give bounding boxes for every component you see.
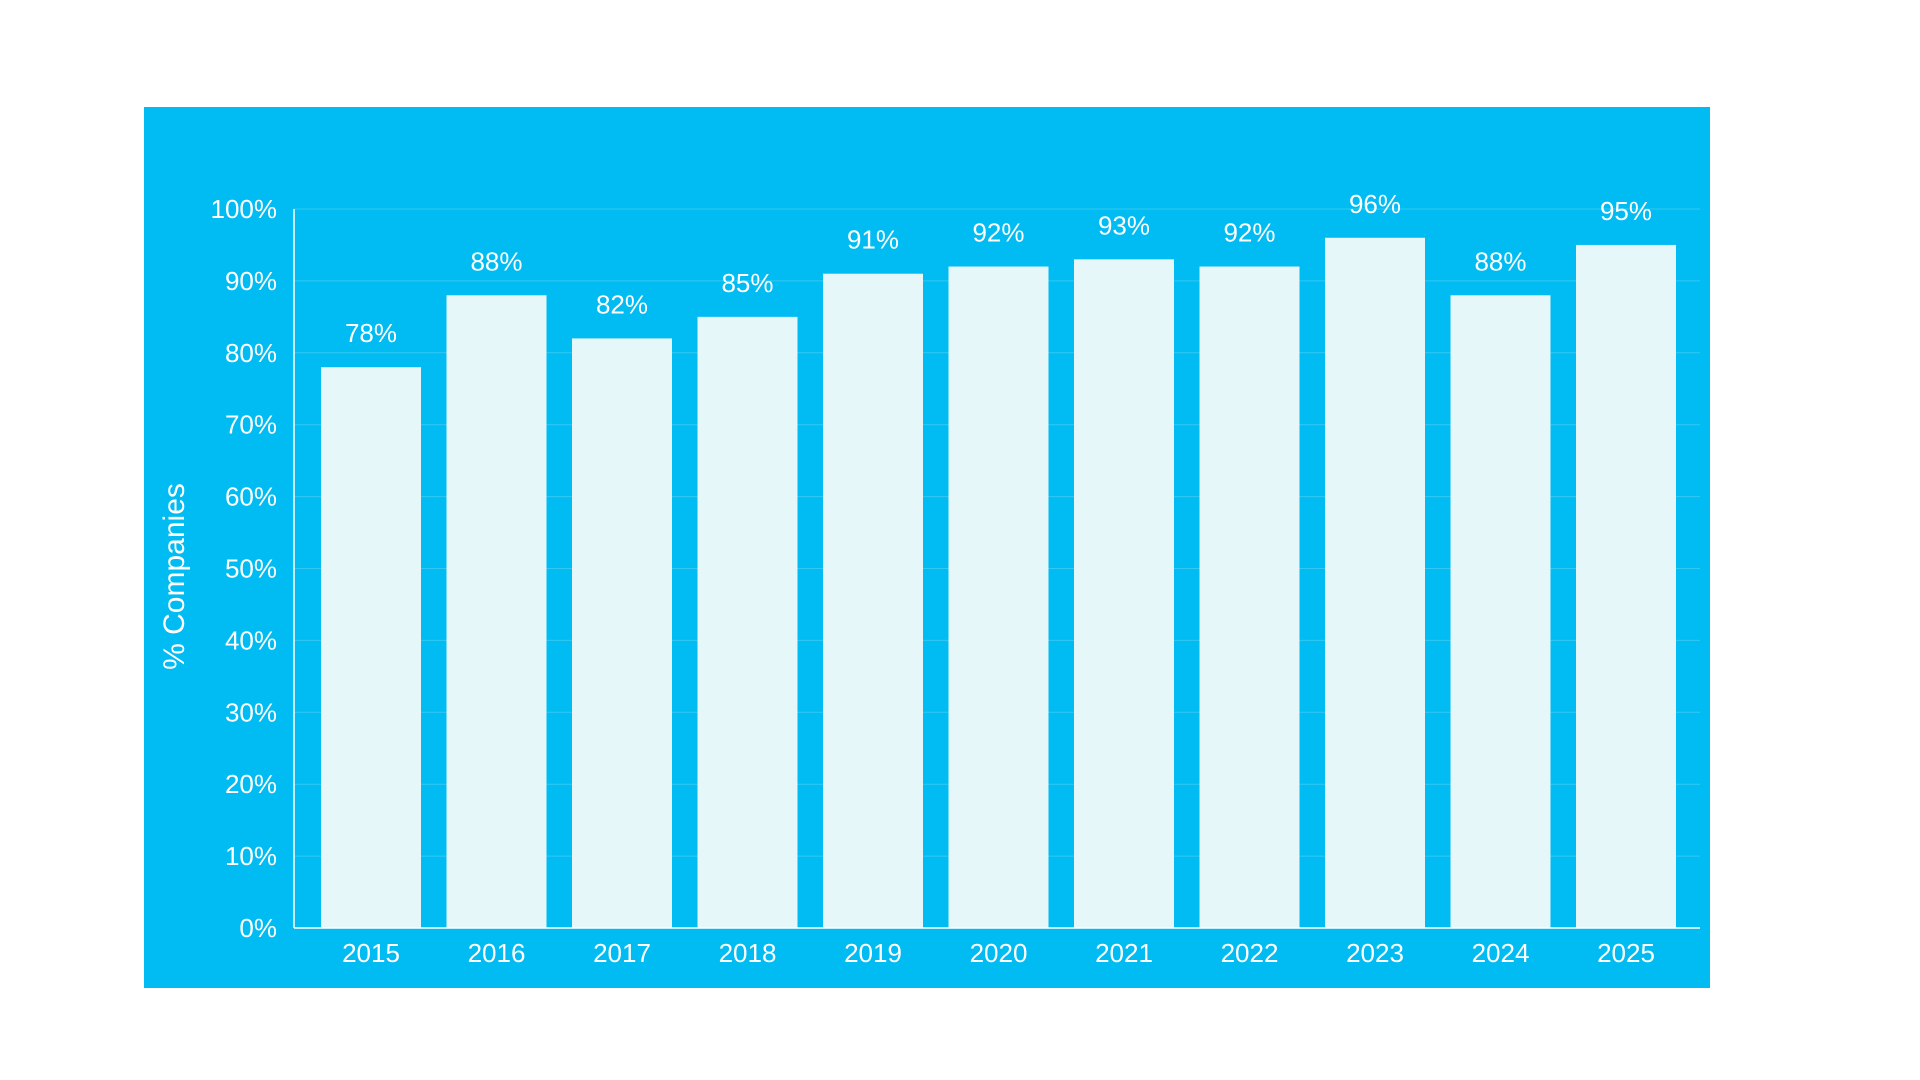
axes xyxy=(293,209,1700,929)
bar-2017 xyxy=(572,338,672,928)
y-tick-label: 90% xyxy=(225,266,277,296)
x-tick-label: 2022 xyxy=(1221,938,1279,968)
y-tick-label: 30% xyxy=(225,697,277,727)
y-tick-label: 60% xyxy=(225,482,277,512)
x-tick-label: 2021 xyxy=(1095,938,1153,968)
data-label-2025: 95% xyxy=(1600,196,1652,226)
bar-2020 xyxy=(948,266,1049,928)
bar-2021 xyxy=(1074,259,1174,928)
bar-2023 xyxy=(1325,237,1425,928)
y-tick-label: 50% xyxy=(225,554,277,584)
x-tick-label: 2017 xyxy=(593,938,651,968)
x-tick-label: 2024 xyxy=(1472,938,1530,968)
y-tick-label: 20% xyxy=(225,769,277,799)
x-tick-label: 2020 xyxy=(970,938,1028,968)
x-tick-label: 2015 xyxy=(342,938,400,968)
bar-2018 xyxy=(697,316,798,929)
x-tick-label: 2018 xyxy=(719,938,777,968)
data-label-2015: 78% xyxy=(345,318,397,348)
data-label-2024: 88% xyxy=(1474,246,1526,276)
data-label-2020: 92% xyxy=(972,218,1024,248)
y-tick-label: 70% xyxy=(225,410,277,440)
bar-2024 xyxy=(1450,295,1551,928)
data-label-2017: 82% xyxy=(596,289,648,319)
y-tick-label: 100% xyxy=(211,194,278,224)
bars xyxy=(321,237,1676,929)
data-labels: 78% 88% 82% 85% 91% 92% 93% 92% 96% 88% 95% xyxy=(345,189,1652,348)
bar-chart: 0%10%20%30%40%50%60%70%80%90%100% 2015 20… xyxy=(158,189,1700,968)
y-tick-label: 40% xyxy=(225,625,277,655)
y-tick-label: 0% xyxy=(239,913,277,943)
bar-2019 xyxy=(823,273,923,928)
data-label-2018: 85% xyxy=(721,268,773,298)
bar-2015 xyxy=(321,367,421,928)
x-tick-label: 2025 xyxy=(1597,938,1655,968)
bar-2016 xyxy=(446,295,547,928)
y-tick-label: 10% xyxy=(225,841,277,871)
data-label-2021: 93% xyxy=(1098,210,1150,240)
x-tick-label: 2019 xyxy=(844,938,902,968)
data-label-2023: 96% xyxy=(1349,189,1401,219)
y-axis-title: % Companies xyxy=(158,483,191,670)
chart-panel: 0% 10% 20% 30% 40% 50% 60% 70% 80% 90% 100% 2015 20… xyxy=(144,107,1710,988)
data-label-2022: 92% xyxy=(1223,218,1275,248)
data-label-2019: 91% xyxy=(847,225,899,255)
y-tick-labels: 0% 10% 20% 30% 40% 50% 60% 70% 80% 90% 100% xyxy=(211,194,278,943)
x-tick-label: 2016 xyxy=(468,938,526,968)
x-tick-label: 2023 xyxy=(1346,938,1404,968)
data-label-2016: 88% xyxy=(470,246,522,276)
bar-2022 xyxy=(1199,266,1300,928)
bar-2025 xyxy=(1576,244,1676,928)
x-tick-labels: 2015 2016 2017 2018 2019 2020 2021 2022 2023 2024… xyxy=(342,938,1655,968)
y-tick-label: 80% xyxy=(225,338,277,368)
